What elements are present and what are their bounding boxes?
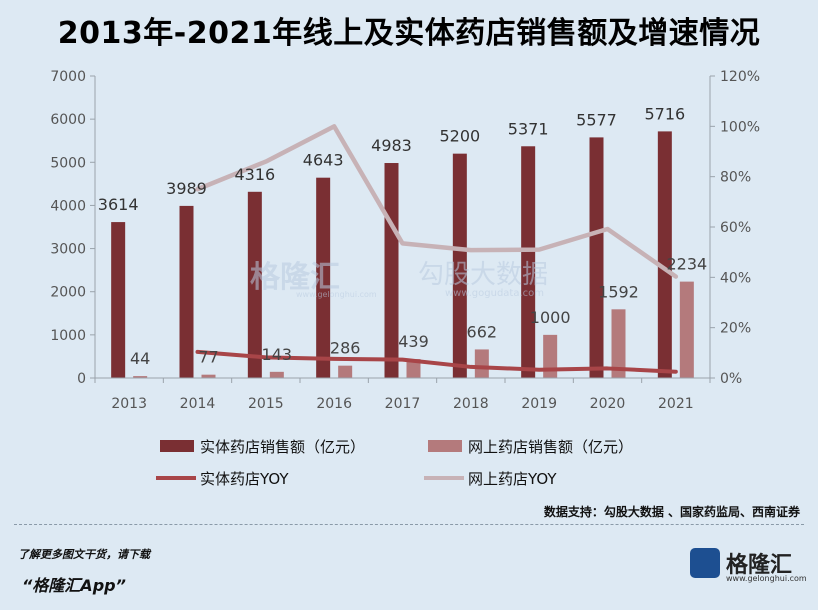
bar-online [679,281,694,378]
label-physical: 5371 [508,119,549,138]
right-tick-label: 40% [720,270,751,286]
logo-url: www.gelonghui.com [726,574,807,583]
label-physical: 4643 [303,151,344,170]
label-physical: 3989 [166,179,207,198]
data-source: 数据支持：勾股大数据 、国家药监局、西南证券 [543,505,800,519]
x-tick-label: 2021 [658,396,694,412]
x-tick-label: 2017 [385,396,421,412]
label-physical: 4983 [371,136,412,155]
bar-online [406,359,421,378]
promo-text: 了解更多图文干货，请下载 [18,548,150,561]
bar-physical [452,153,467,378]
promo-app-name: “格隆汇App” [22,576,126,595]
left-tick-label: 5000 [50,155,86,171]
x-tick-label: 2019 [521,396,557,412]
label-physical: 5200 [439,127,480,146]
bar-online [543,334,558,378]
divider [14,524,804,525]
bars-layer [111,131,694,378]
left-tick-label: 6000 [50,112,86,128]
chart-title: 2013年-2021年线上及实体药店销售额及增速情况 [57,16,761,51]
right-tick-label: 100% [720,119,760,135]
left-tick-label: 1000 [50,328,86,344]
right-tick-label: 60% [720,220,751,236]
watermark-gugu: 勾股大数据 [418,260,549,290]
bar-physical [111,222,126,378]
legend-label: 网上药店销售额（亿元） [468,438,633,456]
left-tick-label: 4000 [50,198,86,214]
lines-layer [195,124,679,374]
bar-online [201,374,216,378]
legend-swatch [428,440,462,452]
label-online: 2234 [666,255,707,274]
x-tick-label: 2016 [316,396,352,412]
bar-physical [384,163,399,378]
x-tick-label: 2018 [453,396,489,412]
label-online: 143 [262,345,293,364]
left-axis: 0 1000 2000 3000 4000 5000 6000 7000 [50,69,96,387]
bar-physical [589,137,604,378]
x-tick-label: 2020 [590,396,626,412]
legend-label: 实体药店销售额（亿元） [200,438,365,456]
legend: 实体药店销售额（亿元） 网上药店销售额（亿元） 实体药店YOY 网上药店YOY [156,438,633,488]
x-axis: 2013 2014 2015 2016 2017 2018 2019 2020 2021 [94,377,711,412]
label-online: 662 [467,322,498,341]
bar-physical [521,146,536,378]
label-physical: 4316 [234,165,275,184]
label-online: 1000 [530,308,571,327]
bar-online [338,365,353,378]
label-physical: 5716 [644,104,685,123]
x-tick-label: 2013 [111,396,147,412]
label-online: 1592 [598,282,639,301]
data-labels: 3614 3989 4316 4643 4983 5200 5371 5577 5716 44 77… [98,104,707,368]
x-tick-label: 2014 [180,396,216,412]
left-tick-label: 0 [77,371,86,387]
gelonghui-logo-icon [690,548,720,578]
bar-online [133,376,148,378]
line-online-yoy [195,124,679,279]
right-axis: 0% 20% 40% 60% 80% 100% 120% [709,69,760,387]
watermark-gugu-url: www.gogudata.com [445,288,545,299]
bar-online [611,309,626,378]
right-tick-label: 120% [720,69,760,85]
label-online: 77 [198,348,218,367]
bar-physical [247,191,262,378]
right-tick-label: 20% [720,321,751,337]
left-tick-label: 3000 [50,242,86,258]
watermark-gelonghui-url: www.gelonghui.com [296,290,377,299]
logo-name: 格隆汇 [726,553,793,578]
right-tick-label: 0% [720,371,742,387]
label-physical: 3614 [98,195,139,214]
bar-online [474,349,489,378]
left-tick-label: 7000 [50,69,86,85]
x-tick-label: 2015 [248,396,284,412]
label-physical: 5577 [576,110,617,129]
label-online: 439 [398,332,429,351]
line-physical-yoy [195,349,678,374]
legend-label: 网上药店YOY [468,470,557,488]
legend-swatch [160,440,194,452]
watermark-gelonghui: 格隆汇 [250,252,340,296]
legend-label: 实体药店YOY [200,470,289,488]
left-tick-label: 2000 [50,285,86,301]
bar-physical [316,177,331,378]
bar-online [269,371,284,378]
label-online: 44 [130,349,150,368]
bar-physical [179,205,194,378]
right-tick-label: 80% [720,170,751,186]
bar-physical [657,131,672,378]
label-online: 286 [330,339,361,358]
watermark-gelonghui-text: 格隆汇 [250,260,340,295]
